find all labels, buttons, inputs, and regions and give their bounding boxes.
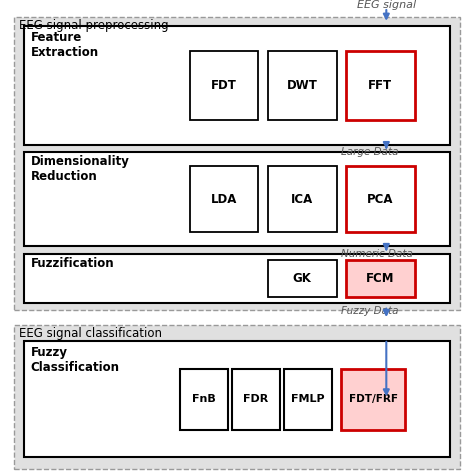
Text: FMLP: FMLP <box>292 394 325 404</box>
Text: Dimensionality
Reduction: Dimensionality Reduction <box>31 155 130 183</box>
Text: PCA: PCA <box>367 192 393 206</box>
Text: EEG signal: EEG signal <box>357 0 416 10</box>
Text: FDT/FRF: FDT/FRF <box>349 394 398 404</box>
Bar <box>24 26 450 145</box>
Text: LDA: LDA <box>211 192 237 206</box>
Text: Feature
Extraction: Feature Extraction <box>31 31 99 59</box>
Bar <box>268 51 337 120</box>
Bar <box>24 254 450 303</box>
Bar <box>190 166 258 232</box>
Text: Fuzzification: Fuzzification <box>31 257 114 270</box>
Text: Numeric Data: Numeric Data <box>341 249 413 259</box>
Text: EEG signal classification: EEG signal classification <box>19 327 162 340</box>
Bar <box>232 369 280 430</box>
Bar <box>346 51 415 120</box>
Bar <box>268 260 337 298</box>
Text: FCM: FCM <box>366 272 395 285</box>
Text: ICA: ICA <box>291 192 313 206</box>
Bar <box>346 166 415 232</box>
Bar <box>268 166 337 232</box>
Bar <box>284 369 332 430</box>
Bar <box>14 17 460 310</box>
Bar <box>14 325 460 469</box>
Bar <box>180 369 228 430</box>
Bar <box>24 341 450 457</box>
Text: DWT: DWT <box>287 79 318 92</box>
Text: FDT: FDT <box>211 79 237 92</box>
Text: Large Data: Large Data <box>341 147 399 157</box>
Text: FFT: FFT <box>368 79 392 92</box>
Text: Fuzzy
Classification: Fuzzy Classification <box>31 346 120 374</box>
Text: GK: GK <box>293 272 311 285</box>
Bar <box>190 51 258 120</box>
Bar <box>346 260 415 298</box>
Text: FDR: FDR <box>243 394 269 404</box>
Bar <box>341 369 405 430</box>
Text: Fuzzy Data: Fuzzy Data <box>341 306 399 316</box>
Text: EEG signal preprocessing: EEG signal preprocessing <box>19 19 169 32</box>
Bar <box>24 152 450 246</box>
Text: FnB: FnB <box>192 394 216 404</box>
